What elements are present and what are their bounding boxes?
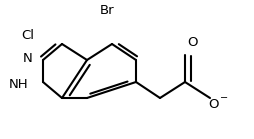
Text: NH: NH bbox=[8, 78, 28, 90]
Text: O: O bbox=[208, 97, 218, 111]
Text: Cl: Cl bbox=[22, 28, 35, 42]
Text: Br: Br bbox=[100, 3, 114, 17]
Text: O: O bbox=[187, 35, 197, 49]
Text: N: N bbox=[22, 52, 32, 64]
Text: −: − bbox=[220, 93, 228, 103]
